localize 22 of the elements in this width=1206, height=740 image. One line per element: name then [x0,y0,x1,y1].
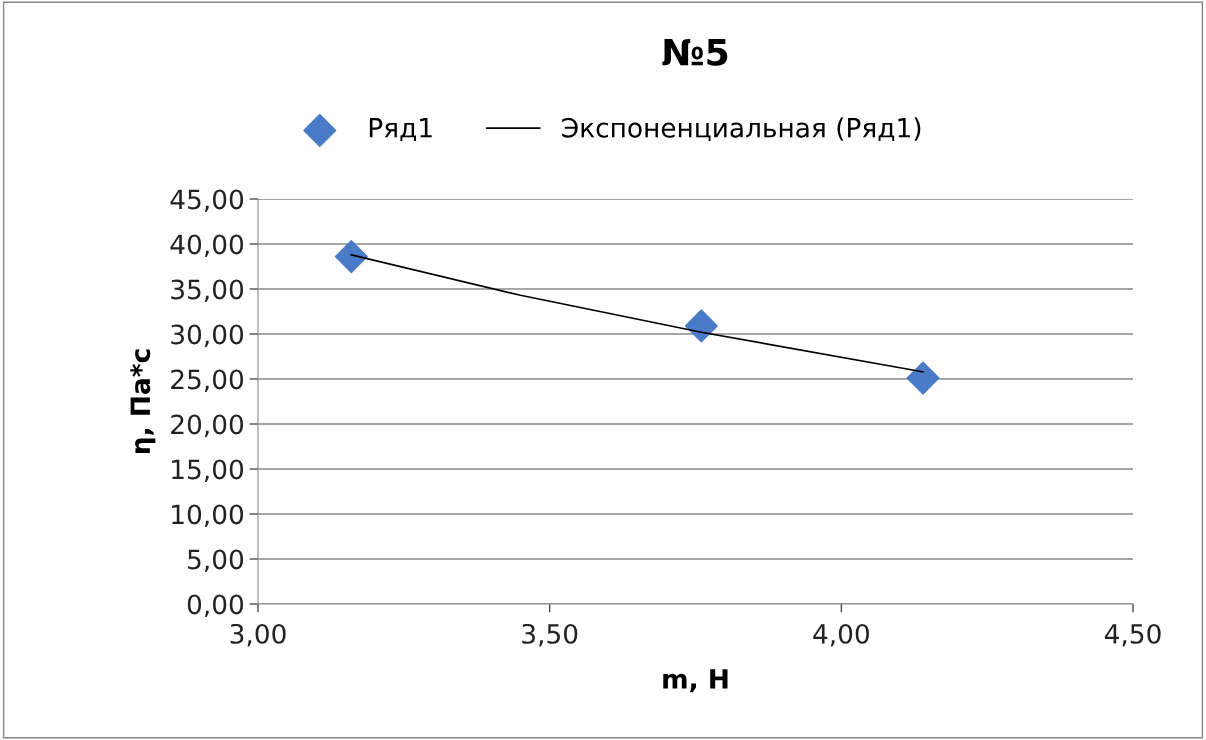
point [334,240,368,274]
x-tick-label: 3,50 [522,623,578,647]
y-tick-label: 30,00 [171,324,244,348]
x-axis-title: m, Н [663,669,728,693]
y-tick-label: 35,00 [171,279,244,303]
y-tick-label: 0,00 [187,594,244,618]
y-tick-label: 45,00 [170,189,244,213]
x-tick-label: 4,50 [1104,623,1161,647]
y-axis-title: η, Па*с [130,349,156,453]
y-tick-label: 25,00 [171,369,244,393]
y-tick-label: 15,00 [172,459,244,483]
point [684,309,718,343]
x-tick-label: 4,00 [813,623,869,647]
y-tick-label: 20,00 [171,414,244,438]
y-tick-label: 5,00 [188,549,244,573]
y-tick-label: 40,00 [170,234,244,258]
point [906,361,940,395]
legend-label: Экспоненциальная (Ряд1) [562,117,921,142]
legend-label: Ряд1 [369,118,432,142]
chart-title: №5 [662,39,728,66]
x-tick-label: 3,00 [230,623,286,647]
y-tick-label: 10,00 [172,504,244,528]
